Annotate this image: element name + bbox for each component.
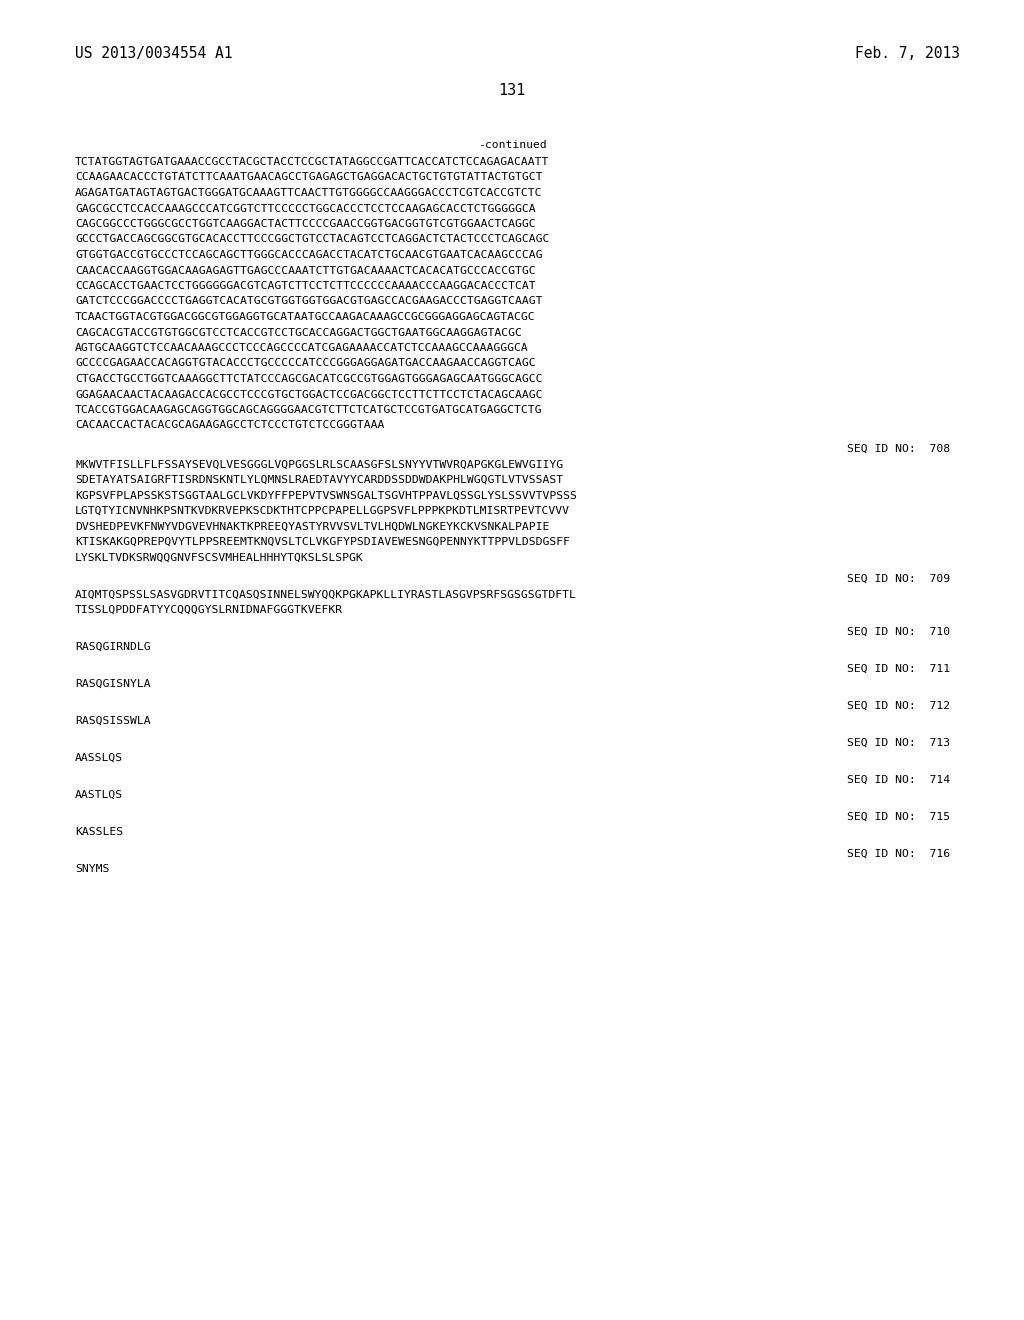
- Text: DVSHEDPEVKFNWYVDGVEVHNAKTKPREEQYASTYRVVSVLTVLHQDWLNGKEYKCKVSNKALPAPIE: DVSHEDPEVKFNWYVDGVEVHNAKTKPREEQYASTYRVVS…: [75, 521, 549, 532]
- Text: GATCTCCCGGACCCCTGAGGTCACATGCGTGGTGGTGGACGTGAGCCACGAAGACCCTGAGGTCAAGT: GATCTCCCGGACCCCTGAGGTCACATGCGTGGTGGTGGAC…: [75, 297, 543, 306]
- Text: TCAACTGGTACGTGGACGGCGTGGAGGTGCATAATGCCAAGACAAAGCCGCGGGAGGAGCAGTACGC: TCAACTGGTACGTGGACGGCGTGGAGGTGCATAATGCCAA…: [75, 312, 536, 322]
- Text: -continued: -continued: [477, 140, 547, 150]
- Text: SEQ ID NO:  709: SEQ ID NO: 709: [847, 574, 950, 583]
- Text: Feb. 7, 2013: Feb. 7, 2013: [855, 46, 961, 61]
- Text: TISSLQPDDFATYYCQQQGYSLRNIDNAFGGGTKVEFKR: TISSLQPDDFATYYCQQQGYSLRNIDNAFGGGTKVEFKR: [75, 605, 343, 615]
- Text: AGAGATGATAGTAGTGACTGGGATGCAAAGTTCAACTTGTGGGGCCAAGGGACCCTCGTCACCGTCTC: AGAGATGATAGTAGTGACTGGGATGCAAAGTTCAACTTGT…: [75, 187, 543, 198]
- Text: KTISKAKGQPREPQVYTLPPSREEMTKNQVSLTCLVKGFYPSDIAVEWESNGQPENNYKTTPPVLDSDGSFF: KTISKAKGQPREPQVYTLPPSREEMTKNQVSLTCLVKGFY…: [75, 537, 570, 546]
- Text: CCAGCACCTGAACTCCTGGGGGGACGTCAGTCTTCCTCTTCCCCCCAAAACCCAAGGACACCCTCAT: CCAGCACCTGAACTCCTGGGGGGACGTCAGTCTTCCTCTT…: [75, 281, 536, 290]
- Text: SDETAYATSAIGRFTISRDNSKNTLYLQMNSLRAEDTAVYYCARDDSSDDWDAKPHLWGQGTLVTVSSAST: SDETAYATSAIGRFTISRDNSKNTLYLQMNSLRAEDTAVY…: [75, 475, 563, 484]
- Text: RASQSISSWLA: RASQSISSWLA: [75, 715, 151, 726]
- Text: SEQ ID NO:  708: SEQ ID NO: 708: [847, 444, 950, 454]
- Text: GGAGAACAACTACAAGACCACGCCTCCCGTGCTGGACTCCGACGGCTCCTTCTTCCTCTACAGCAAGC: GGAGAACAACTACAAGACCACGCCTCCCGTGCTGGACTCC…: [75, 389, 543, 400]
- Text: AASTLQS: AASTLQS: [75, 789, 123, 800]
- Text: KGPSVFPLAPSSKSTSGGTAALGCLVKDYFFPEPVTVSWNSGALTSGVHTPPAVLQSSGLYSLSSVVTVPSSS: KGPSVFPLAPSSKSTSGGTAALGCLVKDYFFPEPVTVSWN…: [75, 491, 577, 500]
- Text: SEQ ID NO:  710: SEQ ID NO: 710: [847, 627, 950, 636]
- Text: SEQ ID NO:  713: SEQ ID NO: 713: [847, 738, 950, 747]
- Text: AASSLQS: AASSLQS: [75, 752, 123, 763]
- Text: SEQ ID NO:  712: SEQ ID NO: 712: [847, 701, 950, 710]
- Text: TCTATGGTAGTGATGAAACCGCCTACGCTACCTCCGCTATAGGCCGATTCACCATCTCCAGAGACAATT: TCTATGGTAGTGATGAAACCGCCTACGCTACCTCCGCTAT…: [75, 157, 549, 168]
- Text: GCCCCGAGAACCACAGGTGTACACCCTGCCCCCATCCCGGGAGGAGATGACCAAGAACCAGGTCAGC: GCCCCGAGAACCACAGGTGTACACCCTGCCCCCATCCCGG…: [75, 359, 536, 368]
- Text: 131: 131: [499, 83, 525, 98]
- Text: SEQ ID NO:  711: SEQ ID NO: 711: [847, 664, 950, 673]
- Text: RASQGISNYLA: RASQGISNYLA: [75, 678, 151, 689]
- Text: LGTQTYICNVNHKPSNTKVDKRVEPKSCDKTHTCPPCPAPELLGGPSVFLPPPKPKDTLMISRTPEVTCVVV: LGTQTYICNVNHKPSNTKVDKRVEPKSCDKTHTCPPCPAP…: [75, 506, 570, 516]
- Text: SEQ ID NO:  715: SEQ ID NO: 715: [847, 812, 950, 821]
- Text: TCACCGTGGACAAGAGCAGGTGGCAGCAGGGGAACGTCTTCTCATGCTCCGTGATGCATGAGGCTCTG: TCACCGTGGACAAGAGCAGGTGGCAGCAGGGGAACGTCTT…: [75, 405, 543, 414]
- Text: CAGCGGCCCTGGGCGCCTGGTCAAGGACTACTTCCCCGAACCGGTGACGGTGTCGTGGAACTCAGGC: CAGCGGCCCTGGGCGCCTGGTCAAGGACTACTTCCCCGAA…: [75, 219, 536, 228]
- Text: US 2013/0034554 A1: US 2013/0034554 A1: [75, 46, 232, 61]
- Text: GAGCGCCTCCACCAAAGCCCATCGGTCTTCCCCCTGGCACCCTCCTCCAAGAGCACCTCTGGGGGCA: GAGCGCCTCCACCAAAGCCCATCGGTCTTCCCCCTGGCAC…: [75, 203, 536, 214]
- Text: MKWVTFISLLFLFSSAYSEVQLVESGGGLVQPGGSLRLSCAASGFSLSNYYVTWVRQAPGKGLEWVGIIYG: MKWVTFISLLFLFSSAYSEVQLVESGGGLVQPGGSLRLSC…: [75, 459, 563, 470]
- Text: KASSLES: KASSLES: [75, 828, 123, 837]
- Text: CAGCACGTACCGTGTGGCGTCCTCACCGTCCTGCACCAGGACTGGCTGAATGGCAAGGAGTACGC: CAGCACGTACCGTGTGGCGTCCTCACCGTCCTGCACCAGG…: [75, 327, 522, 338]
- Text: SEQ ID NO:  714: SEQ ID NO: 714: [847, 775, 950, 784]
- Text: RASQGIRNDLG: RASQGIRNDLG: [75, 642, 151, 652]
- Text: AIQMTQSPSSLSASVGDRVTITCQASQSINNELSWYQQKPGKAPKLLIYRASTLASGVPSRFSGSGSGTDFTL: AIQMTQSPSSLSASVGDRVTITCQASQSINNELSWYQQKP…: [75, 590, 577, 599]
- Text: SEQ ID NO:  716: SEQ ID NO: 716: [847, 849, 950, 858]
- Text: CAACACCAAGGTGGACAAGAGAGTTGAGCCCAAATCTTGTGACAAAACTCACACATGCCCACCGTGC: CAACACCAAGGTGGACAAGAGAGTTGAGCCCAAATCTTGT…: [75, 265, 536, 276]
- Text: LYSKLTVDKSRWQQGNVFSCSVMHEALHHHYTQKSLSLSPGK: LYSKLTVDKSRWQQGNVFSCSVMHEALHHHYTQKSLSLSP…: [75, 553, 364, 562]
- Text: CTGACCTGCCTGGTCAAAGGCTTCTATCCCAGCGACATCGCCGTGGAGTGGGAGAGCAATGGGCAGCC: CTGACCTGCCTGGTCAAAGGCTTCTATCCCAGCGACATCG…: [75, 374, 543, 384]
- Text: AGTGCAAGGTCTCCAACAAAGCCCTCCCAGCCCCATCGAGAAAACCATCTCCAAAGCCAAAGGGCA: AGTGCAAGGTCTCCAACAAAGCCCTCCCAGCCCCATCGAG…: [75, 343, 528, 352]
- Text: CACAACCACTACACGCAGAAGAGCCTCTCCCTGTCTCCGGGTAAA: CACAACCACTACACGCAGAAGAGCCTCTCCCTGTCTCCGG…: [75, 421, 384, 430]
- Text: GTGGTGACCGTGCCCTCCAGCAGCTTGGGCACCCAGACCTACATCTGCAACGTGAATCACAAGCCCAG: GTGGTGACCGTGCCCTCCAGCAGCTTGGGCACCCAGACCT…: [75, 249, 543, 260]
- Text: CCAAGAACACCCTGTATCTTCAAATGAACAGCCTGAGAGCTGAGGACACTGCTGTGTATTACTGTGCT: CCAAGAACACCCTGTATCTTCAAATGAACAGCCTGAGAGC…: [75, 173, 543, 182]
- Text: SNYMS: SNYMS: [75, 865, 110, 874]
- Text: GCCCTGACCAGCGGCGTGCACACCTTCCCGGCTGTCCTACAGTCCTCAGGACTCTACTCCCTCAGCAGC: GCCCTGACCAGCGGCGTGCACACCTTCCCGGCTGTCCTAC…: [75, 235, 549, 244]
